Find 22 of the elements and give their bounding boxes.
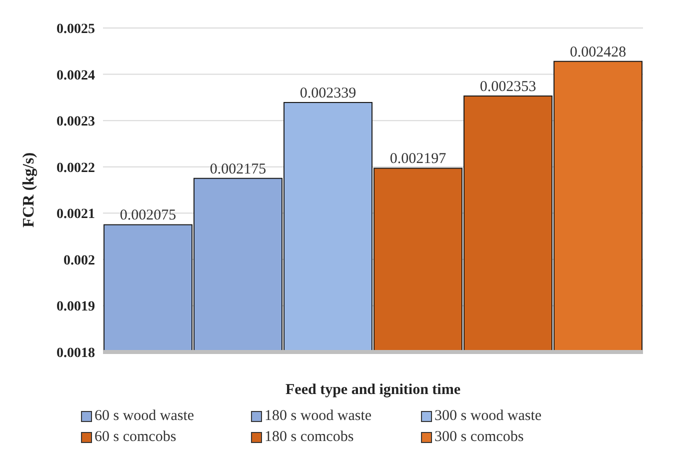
legend-label: 180 s comcobs [264, 429, 354, 446]
data-label: 0.002428 [570, 44, 626, 60]
data-label: 0.002339 [300, 86, 356, 102]
y-tick-label: 0.0022 [56, 160, 95, 176]
legend-label: 180 s wood waste [264, 408, 372, 425]
y-tick-label: 0.0025 [56, 22, 95, 37]
y-axis-title: FCR (kg/s) [20, 152, 38, 228]
y-tick-label: 0.0024 [56, 68, 95, 84]
data-label: 0.002175 [210, 161, 266, 178]
legend-label: 300 s comcobs [434, 429, 524, 446]
x-axis-title: Feed type and ignition time [286, 382, 461, 398]
y-tick-label: 0.002 [64, 253, 95, 268]
y-tick-label: 0.0019 [56, 300, 95, 315]
data-label: 0.002075 [120, 208, 176, 224]
legend-label: 60 s comcobs [94, 429, 176, 446]
y-tick-label: 0.0018 [56, 346, 95, 361]
data-label: 0.002197 [390, 151, 447, 168]
legend-label: 60 s wood waste [94, 408, 194, 425]
y-tick-label: 0.0023 [56, 114, 95, 130]
y-tick-label: 0.0021 [56, 207, 95, 222]
data-label: 0.002353 [480, 79, 536, 96]
legend-label: 300 s wood waste [434, 408, 542, 425]
